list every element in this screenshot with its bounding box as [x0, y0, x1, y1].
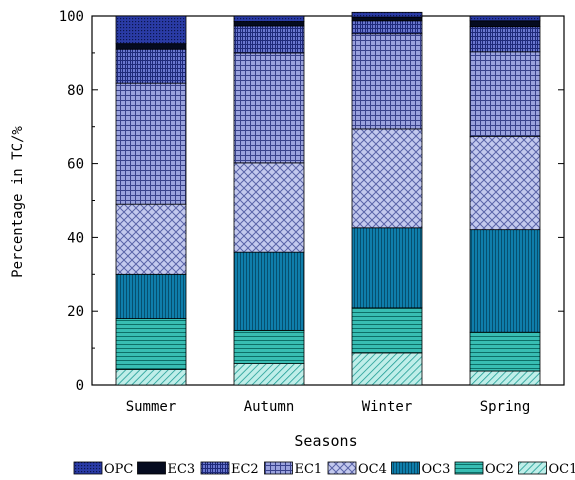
bar-segment-oc4-summer: [115, 203, 187, 275]
bar-segment-oc3-winter: [351, 227, 423, 309]
bar-segment-oc1-winter: [351, 352, 423, 386]
x-tick-label-autumn: Autumn: [244, 399, 295, 415]
legend-label-opc: OPC: [104, 462, 133, 477]
x-tick-label-winter: Winter: [362, 399, 413, 415]
bar-segment-oc1-spring: [469, 370, 541, 386]
y-tick-label: 20: [67, 304, 84, 320]
bar-segment-oc2-winter: [351, 307, 423, 354]
y-tick-label: 60: [67, 157, 84, 173]
x-tick-label-spring: Spring: [480, 399, 531, 415]
bar-segment-ec3-autumn: [233, 21, 305, 27]
legend-label-oc3: OC3: [422, 462, 451, 477]
legend-label-oc2: OC2: [485, 462, 514, 477]
y-tick-label: 80: [67, 83, 84, 99]
x-tick-label-summer: Summer: [126, 399, 177, 415]
bar-segment-oc4-spring: [469, 135, 541, 231]
legend-label-ec2: EC2: [231, 462, 259, 477]
legend-swatch-oc1: [518, 461, 547, 475]
bar-segment-oc3-spring: [469, 229, 541, 333]
bar-segment-oc2-spring: [469, 331, 541, 372]
bar-segment-ec3-spring: [469, 20, 541, 28]
bar-segment-ec3-winter: [351, 16, 423, 22]
legend-label-oc1: OC1: [549, 462, 575, 477]
legend-label-ec1: EC1: [295, 462, 323, 477]
y-tick-label: 40: [67, 230, 84, 246]
legend-label-ec3: EC3: [168, 462, 196, 477]
bar-segment-ec1-summer: [115, 82, 187, 205]
bars-group: Summer Autumn Winter Spring: [115, 11, 541, 415]
legend-swatch-ec3: [137, 461, 166, 475]
y-tick-label: 0: [76, 378, 84, 394]
bar-segment-oc2-summer: [115, 318, 187, 370]
bar-segment-ec1-autumn: [233, 52, 305, 164]
bar-segment-opc-winter: [351, 11, 423, 18]
legend-swatch-opc: [73, 461, 103, 475]
legend-swatch-ec1: [264, 461, 293, 475]
bar-segment-ec2-autumn: [233, 25, 305, 54]
legend-swatch-oc3: [391, 461, 420, 475]
axes-group: 0 20 40 60 80 100: [59, 9, 564, 394]
bar-segment-opc-spring: [469, 15, 541, 22]
y-axis-label: Percentage in TC/%: [10, 126, 26, 278]
bar-segment-opc-summer: [115, 15, 187, 45]
bar-segment-oc1-autumn: [233, 363, 305, 386]
x-axis-label: Seasons: [294, 432, 357, 450]
bar-segment-oc4-autumn: [233, 162, 305, 253]
legend-swatch-oc4: [327, 461, 357, 475]
legend-label-oc4: OC4: [358, 462, 387, 477]
legend-swatch-oc2: [454, 461, 484, 475]
bar-segment-opc-autumn: [233, 15, 305, 22]
bar-segment-ec2-winter: [351, 20, 423, 35]
bar-segment-oc1-summer: [115, 369, 187, 386]
bar-segment-oc3-summer: [115, 273, 187, 319]
legend: OPC EC3 EC2 EC1 OC4 OC3 OC2 OC1: [73, 461, 575, 477]
y-tick-label: 100: [59, 9, 84, 25]
bar-segment-ec2-spring: [469, 26, 541, 53]
bar-segment-ec3-summer: [115, 43, 187, 50]
bar-segment-ec1-winter: [351, 33, 423, 130]
bar-segment-oc2-autumn: [233, 329, 305, 364]
legend-swatch-ec2: [200, 461, 230, 475]
bar-segment-ec1-spring: [469, 51, 541, 137]
bar-segment-oc3-autumn: [233, 251, 305, 331]
bar-segment-oc4-winter: [351, 128, 423, 229]
bar-segment-ec2-summer: [115, 48, 187, 84]
